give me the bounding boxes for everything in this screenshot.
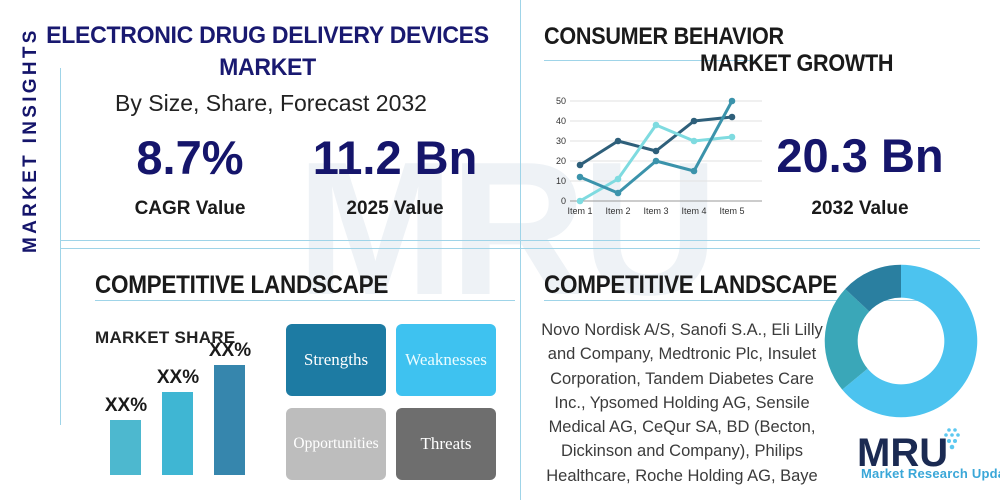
svg-text:Item 3: Item 3: [643, 206, 668, 216]
svg-text:20: 20: [556, 156, 566, 166]
svg-text:0: 0: [561, 196, 566, 206]
svg-text:30: 30: [556, 136, 566, 146]
svg-text:Item 4: Item 4: [681, 206, 706, 216]
svg-text:40: 40: [556, 116, 566, 126]
svg-text:10: 10: [556, 176, 566, 186]
svg-text:Item 1: Item 1: [567, 206, 592, 216]
svg-text:50: 50: [556, 97, 566, 106]
svg-text:Item 5: Item 5: [719, 206, 744, 216]
svg-text:Item 2: Item 2: [605, 206, 630, 216]
